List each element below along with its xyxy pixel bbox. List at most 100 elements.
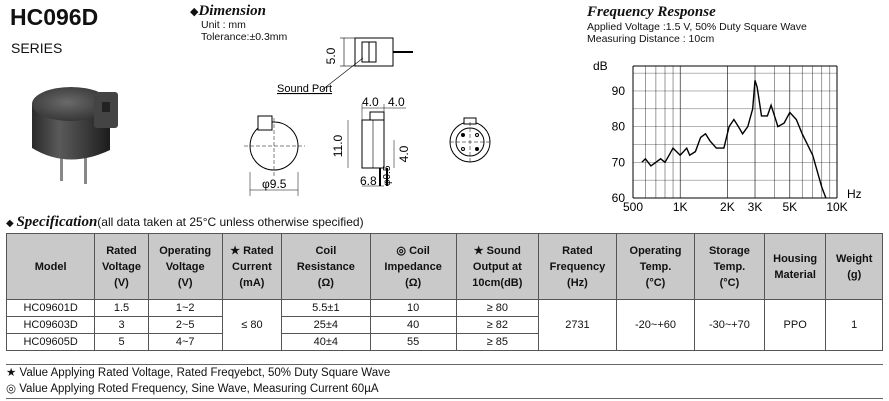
sound-port-label: Sound Port [277, 83, 332, 95]
x-tick-label: 500 [623, 200, 643, 214]
table-cell: PPO [763, 299, 827, 351]
y-tick-label: 60 [612, 191, 626, 205]
spec-header-4: Coil Resistance (Ω) [281, 233, 371, 300]
table-cell: 2731 [537, 299, 617, 351]
x-tick-label: 10K [826, 200, 847, 214]
frequency-line1: Applied Voltage :1.5 V, 50% Duty Square … [587, 21, 807, 33]
dimension-heading: ◆Dimension [190, 3, 266, 19]
x-tick-label: 3K [748, 200, 763, 214]
dim-h5: 5.0 [324, 47, 338, 64]
spec-header-5: ◎ Coil Impedance (Ω) [369, 233, 457, 300]
table-cell: 4~7 [147, 333, 223, 351]
spec-header-line: Temp. [639, 260, 672, 273]
dimension-unit: Unit : mm [201, 19, 246, 31]
dim-w68: 6.8 [360, 174, 377, 188]
spec-header-line: Output at [472, 260, 522, 273]
spec-header-line: (Ω) [317, 276, 334, 289]
table-cell: ≤ 80 [221, 299, 283, 351]
spec-header-line: (Hz) [567, 276, 588, 289]
spec-header-line: ◎ Coil [396, 244, 430, 257]
spec-header-line: (V) [114, 276, 129, 289]
dimension-tolerance: Tolerance:±0.3mm [201, 31, 288, 43]
spec-header-line: Housing [773, 252, 818, 265]
spec-header-line: (Ω) [405, 276, 422, 289]
spec-header-10: Housing Material [763, 233, 827, 300]
table-cell: HC09601D [5, 299, 96, 317]
spec-header-line: (mA) [239, 276, 265, 289]
dim-w40b: 4.0 [388, 95, 405, 109]
x-tick-label: 1K [673, 200, 688, 214]
spec-header-line: Coil [315, 244, 337, 257]
spec-header-2: Operating Voltage (V) [147, 233, 223, 300]
product-photo [32, 87, 118, 184]
spec-header-line: Material [774, 268, 816, 281]
spec-header-line: ★ Sound [473, 244, 521, 257]
table-cell: 1 [825, 299, 883, 351]
spec-header-line: Rated [106, 244, 137, 257]
table-cell: ≥ 82 [455, 316, 539, 334]
model-title: HC096D [10, 4, 99, 30]
spec-header-line: Operating [629, 244, 682, 257]
table-cell: 5 [94, 333, 149, 351]
spec-header-line: Current [232, 260, 272, 273]
dimension-drawing: 5.0 Sound Port φ9.5 4.0 4.0 11.0 4.0 6.8… [244, 37, 491, 196]
spec-header-line: 10cm(dB) [472, 276, 523, 289]
table-row: HC09601D 1.5 1~2 ≤ 80 5.5±1 10 ≥ 80 2731 -20~+60… [5, 299, 883, 351]
spec-header-6: ★ Sound Output at 10cm(dB) [455, 233, 539, 300]
spec-header-line: Voltage [165, 260, 205, 273]
table-cell: ≥ 80 [455, 299, 539, 317]
spec-header-line: Resistance [296, 260, 355, 273]
y-tick-label: 80 [612, 120, 626, 134]
y-tick-label: 90 [612, 84, 626, 98]
note-rated: ★ Value Applying Rated Voltage, Rated Fr… [6, 367, 391, 379]
table-cell: 3 [94, 316, 149, 334]
table-cell: 1~2 [147, 299, 223, 317]
spec-header-11: Weight (g) [825, 233, 883, 300]
table-cell: 40 [369, 316, 457, 334]
frequency-line2: Measuring Distance : 10cm [587, 33, 715, 45]
spec-header-line: ★ Rated [230, 244, 274, 257]
frequency-curve [641, 80, 827, 199]
dim-d95: φ9.5 [262, 177, 287, 191]
spec-header-line: Temp. [713, 260, 746, 273]
spec-header-row: Model Rated Voltage (V) Operating Voltage (V) ★… [5, 233, 883, 300]
table-cell: 5.5±1 [281, 299, 371, 317]
spec-header-line: Impedance [384, 260, 442, 273]
spec-header-line: Storage [708, 244, 750, 257]
table-cell: 10 [369, 299, 457, 317]
table-cell: 2~5 [147, 316, 223, 334]
spec-header-line: Frequency [549, 260, 606, 273]
spec-header-line: (V) [177, 276, 193, 289]
table-cell: HC09603D [5, 316, 96, 334]
dim-h11: 11.0 [331, 134, 345, 157]
series-label: SERIES [11, 40, 63, 56]
spec-heading: ◆ Specification(all data taken at 25°C u… [6, 214, 364, 230]
x-tick-label: 2K [720, 200, 735, 214]
spec-header-line: Rated [562, 244, 593, 257]
spec-header-line: (g) [847, 268, 862, 281]
spec-header-line: (°C) [719, 276, 740, 289]
spec-header-8: Operating Temp. (°C) [615, 233, 696, 300]
table-cell: 40±4 [281, 333, 371, 351]
table-row: HC09605D 5 4~7 40±4 55 ≥ 85 [5, 333, 883, 351]
spec-table: Model Rated Voltage (V) Operating Voltage (V) ★… [5, 233, 883, 351]
table-cell: 1.5 [94, 299, 149, 317]
frequency-chart: 60 70 80 90 500 1K 2K 3K 5K 10K dB Hz [593, 59, 862, 214]
y-tick-label: 70 [612, 155, 626, 169]
spec-header-9: Storage Temp. (°C) [694, 233, 765, 300]
dim-d05: φ0.5 [382, 165, 393, 186]
note-coil: ◎ Value Applying Roted Frequency, Sine W… [6, 383, 379, 395]
x-tick-label: 5K [782, 200, 797, 214]
spec-header-line: Model [34, 260, 67, 273]
table-cell: -20~+60 [615, 299, 696, 351]
spec-header-7: Rated Frequency (Hz) [537, 233, 617, 300]
frequency-heading: Frequency Response [587, 4, 716, 20]
dim-h40: 4.0 [397, 145, 411, 162]
y-axis-label: dB [593, 59, 608, 73]
spec-header-line: Operating [159, 244, 212, 257]
spec-header-line: Voltage [102, 260, 141, 273]
x-axis-label: Hz [847, 187, 862, 201]
spec-header-1: Rated Voltage (V) [94, 233, 149, 300]
table-cell: -30~+70 [694, 299, 765, 351]
table-cell: 55 [369, 333, 457, 351]
